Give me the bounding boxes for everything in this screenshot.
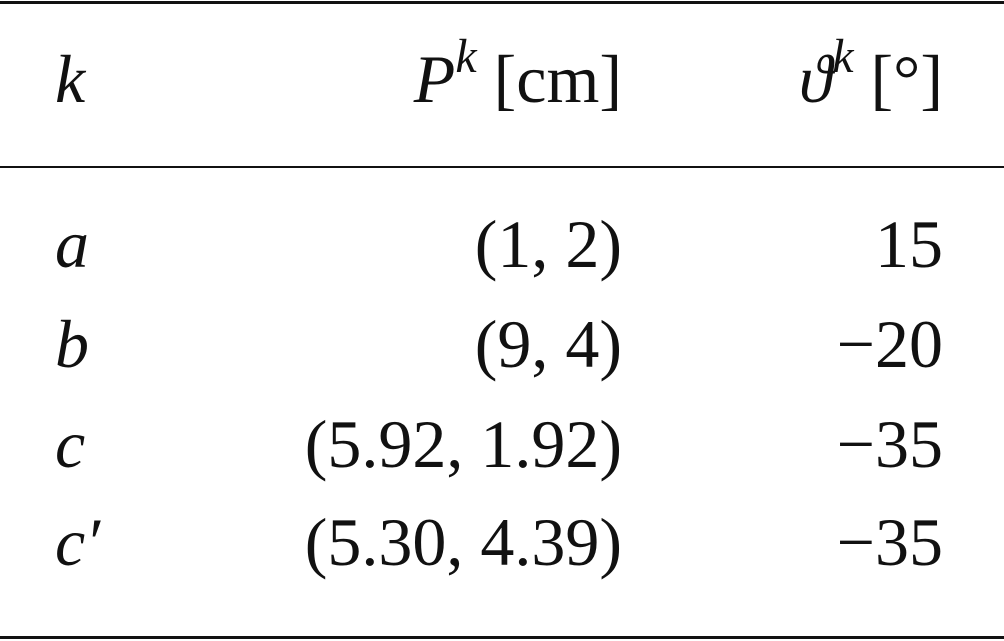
mid-rule: [0, 166, 1004, 168]
header-cell: k: [55, 45, 85, 113]
table-cell: (5.92, 1.92): [304, 406, 622, 482]
symbol: k: [55, 41, 86, 117]
table-cell: (1, 2): [474, 206, 622, 282]
table-cell: c′: [55, 504, 101, 580]
top-rule: [0, 1, 1004, 4]
symbol: ϑ: [798, 41, 833, 117]
table-cell: (9, 4): [474, 306, 622, 382]
symbol: P: [413, 41, 456, 117]
table-cell: −20: [836, 306, 943, 382]
table-cell: −35: [836, 504, 943, 580]
table-cell: a: [55, 206, 89, 282]
table-cell: 15: [875, 206, 943, 282]
table-cell: b: [55, 306, 89, 382]
superscript: k: [455, 30, 477, 83]
unit: [cm]: [493, 41, 622, 117]
header-cell: ϑk [°]: [799, 33, 943, 114]
unit: [°]: [870, 41, 943, 117]
header-cell: Pk [cm]: [414, 33, 622, 114]
bottom-rule: [0, 636, 1004, 639]
table-cell: c: [55, 406, 86, 482]
table-cell: −35: [836, 406, 943, 482]
superscript: k: [832, 30, 854, 83]
table-cell: (5.30, 4.39): [304, 504, 622, 580]
